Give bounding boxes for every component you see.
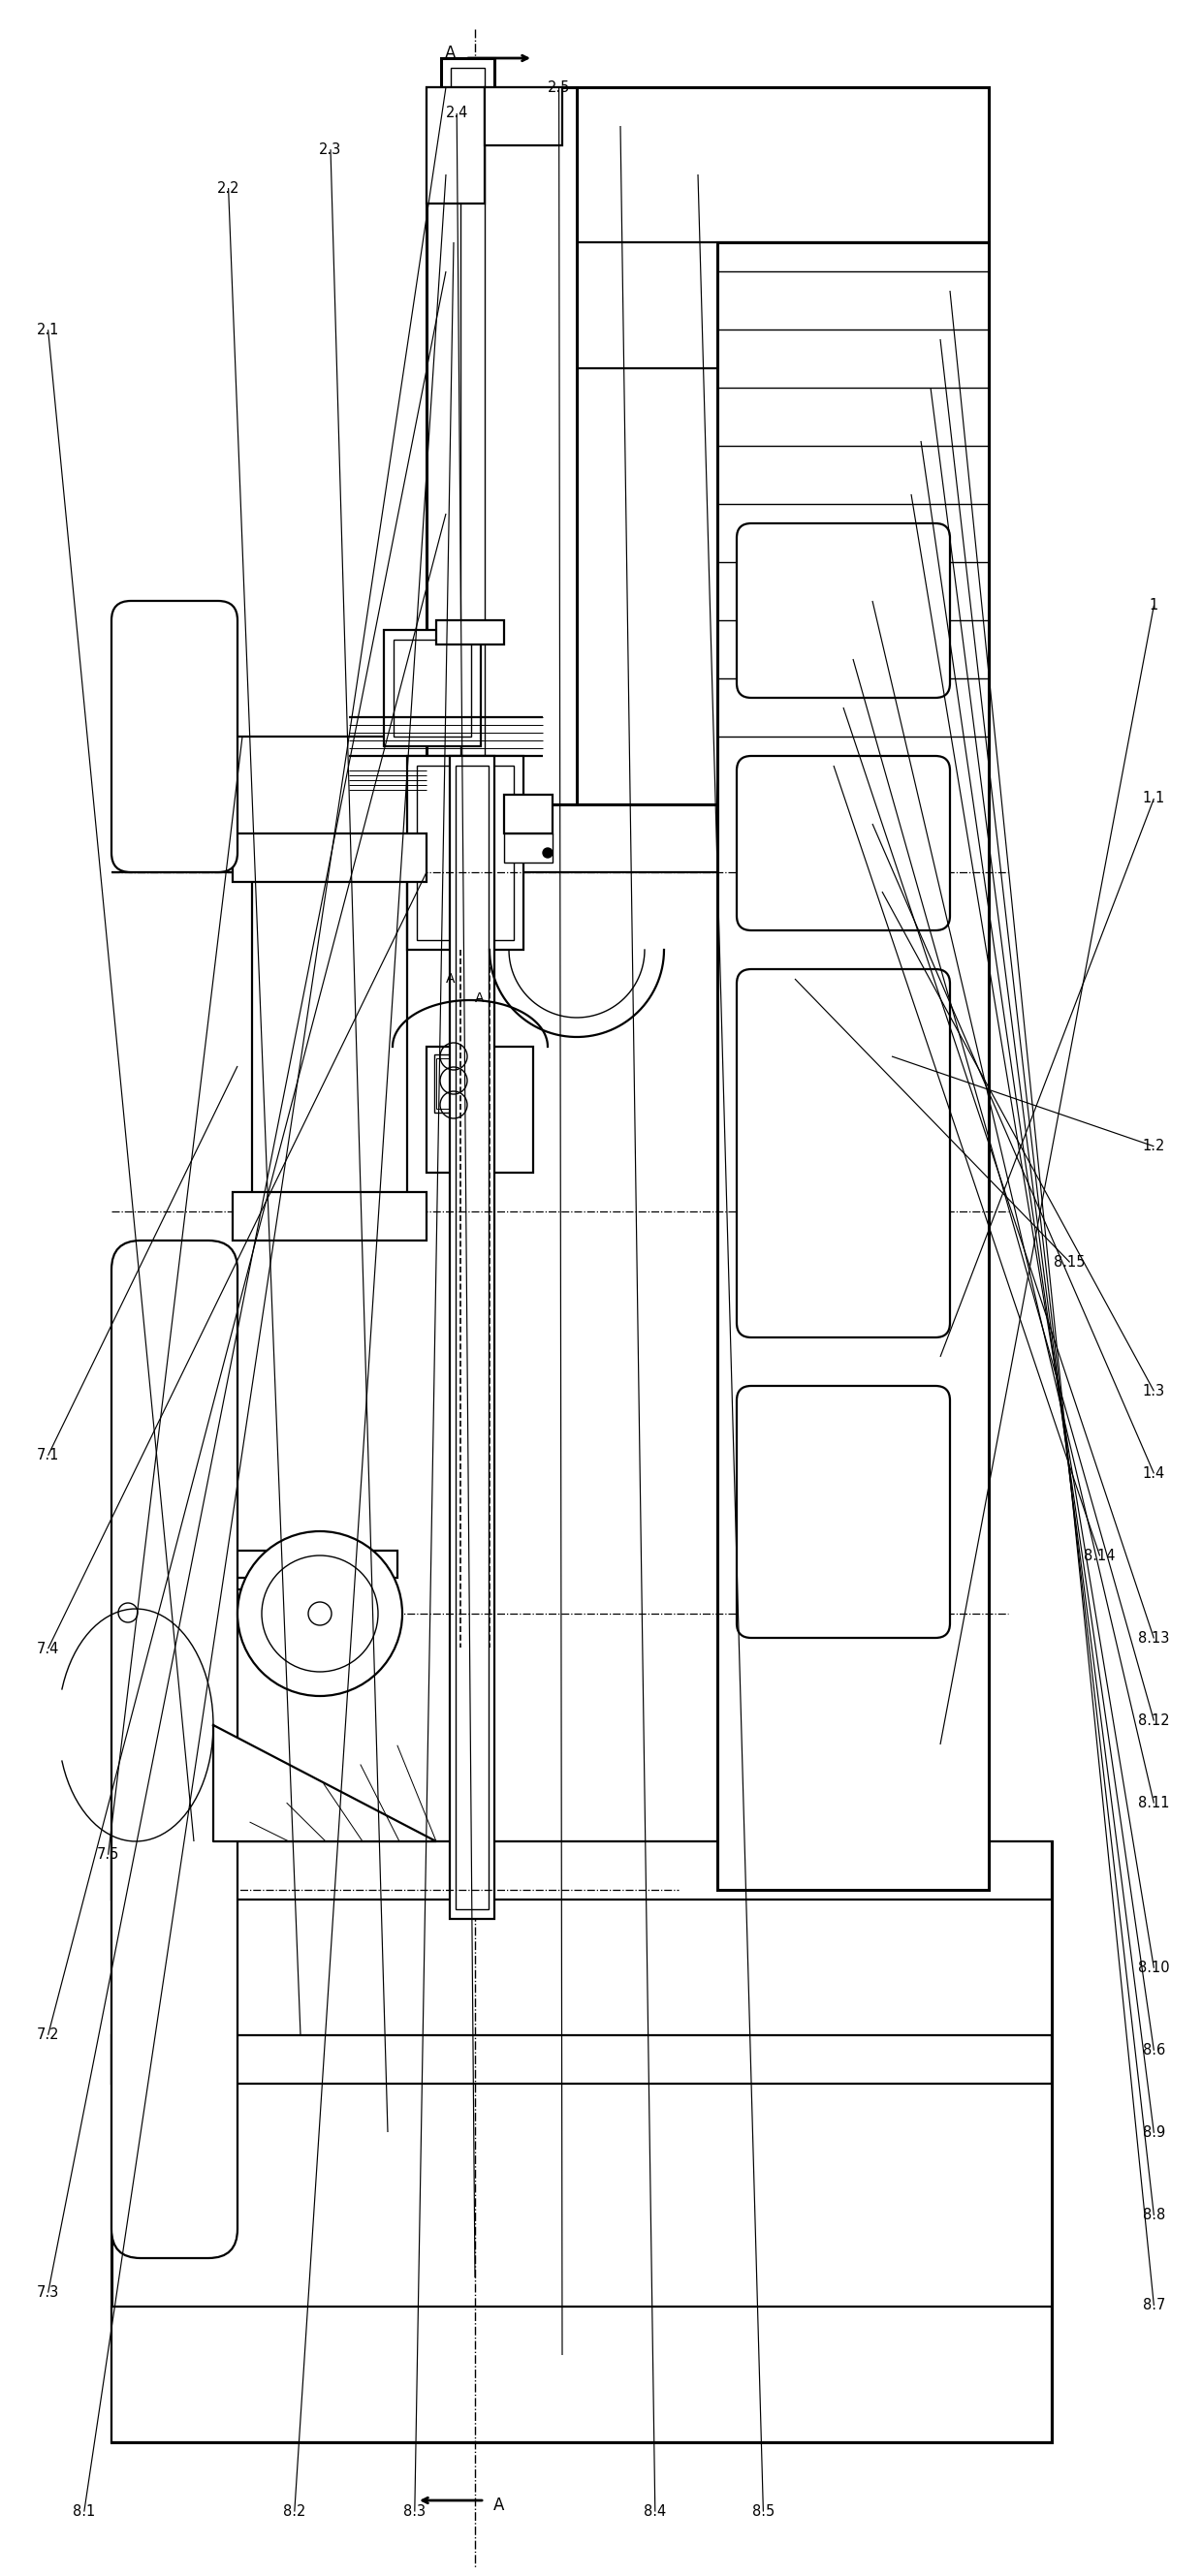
Bar <box>441 59 494 639</box>
Bar <box>114 1600 142 1625</box>
Bar <box>436 1059 471 1108</box>
Text: 8.2: 8.2 <box>284 2504 305 2519</box>
Circle shape <box>308 1602 332 1625</box>
Text: A: A <box>494 2496 505 2514</box>
Polygon shape <box>213 1726 436 1842</box>
Text: 1: 1 <box>1149 598 1159 613</box>
Circle shape <box>238 1530 403 1695</box>
Text: 2.2: 2.2 <box>218 180 239 196</box>
Bar <box>155 1551 398 1577</box>
Text: 2.4: 2.4 <box>446 106 468 121</box>
Text: 8.7: 8.7 <box>1143 2298 1165 2313</box>
Bar <box>233 835 427 881</box>
Text: 7.1: 7.1 <box>37 1448 59 1463</box>
Text: 8.14: 8.14 <box>1084 1548 1115 1564</box>
Bar <box>504 796 553 835</box>
Text: 8.9: 8.9 <box>1143 2125 1165 2141</box>
FancyBboxPatch shape <box>737 969 950 1337</box>
Bar <box>112 1842 1052 2442</box>
Text: 8.5: 8.5 <box>752 2504 774 2519</box>
Text: 7.5: 7.5 <box>97 1847 119 1862</box>
FancyBboxPatch shape <box>112 1242 238 2259</box>
Bar <box>434 98 452 175</box>
Text: 7.2: 7.2 <box>37 2027 59 2043</box>
Bar <box>484 88 563 144</box>
Text: 8.15: 8.15 <box>1054 1255 1085 1270</box>
Text: 8.4: 8.4 <box>644 2504 666 2519</box>
Text: 1.2: 1.2 <box>1143 1139 1165 1154</box>
Bar <box>572 88 989 804</box>
Text: 8.11: 8.11 <box>1138 1795 1170 1811</box>
Bar <box>407 755 523 951</box>
Text: 8.10: 8.10 <box>1138 1960 1170 1976</box>
Circle shape <box>543 848 553 858</box>
Text: 1.3: 1.3 <box>1143 1383 1165 1399</box>
FancyBboxPatch shape <box>737 1386 950 1638</box>
Text: 8.6: 8.6 <box>1143 2043 1165 2058</box>
Text: 7.3: 7.3 <box>37 2285 59 2300</box>
Bar <box>112 2035 1052 2084</box>
FancyBboxPatch shape <box>737 523 950 698</box>
Text: 2.5: 2.5 <box>548 80 570 95</box>
Text: 2.1: 2.1 <box>37 322 59 337</box>
Bar <box>718 242 989 1891</box>
Bar <box>417 765 513 940</box>
Bar <box>456 765 488 1909</box>
Text: 8.13: 8.13 <box>1138 1631 1170 1646</box>
Bar <box>112 2306 1052 2442</box>
Bar <box>112 1842 1052 1899</box>
Bar <box>427 1046 534 1172</box>
Bar <box>450 755 494 1919</box>
Text: 1.4: 1.4 <box>1143 1466 1165 1481</box>
FancyBboxPatch shape <box>112 600 238 873</box>
Bar <box>427 88 484 204</box>
Text: A: A <box>475 992 484 1005</box>
Text: 8.1: 8.1 <box>73 2504 95 2519</box>
Bar <box>233 1193 427 1242</box>
FancyBboxPatch shape <box>737 755 950 930</box>
Bar <box>383 631 481 747</box>
Bar <box>504 835 553 863</box>
Text: 1.1: 1.1 <box>1143 791 1165 806</box>
Bar <box>393 639 471 737</box>
Bar <box>434 1054 474 1113</box>
Bar <box>451 67 484 631</box>
Text: 8.8: 8.8 <box>1143 2208 1165 2223</box>
Circle shape <box>262 1556 379 1672</box>
Text: 2.3: 2.3 <box>320 142 341 157</box>
Text: 8.3: 8.3 <box>404 2504 426 2519</box>
Text: 7.4: 7.4 <box>37 1641 59 1656</box>
Text: A: A <box>445 44 457 62</box>
Bar <box>427 88 577 804</box>
Text: A: A <box>446 971 456 987</box>
Bar <box>436 621 504 644</box>
Bar <box>155 1589 398 1610</box>
Text: 8.12: 8.12 <box>1138 1713 1170 1728</box>
